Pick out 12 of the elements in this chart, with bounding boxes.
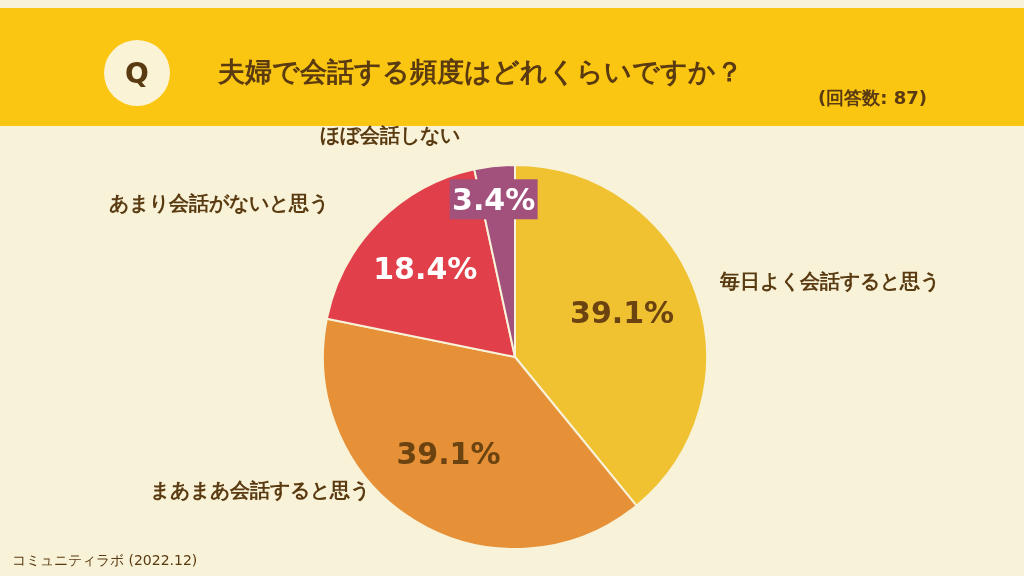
data-label: 39.1% bbox=[396, 436, 501, 472]
q-badge: Q bbox=[104, 40, 170, 106]
data-label: 3.4% bbox=[452, 181, 536, 217]
slice-label: 毎日よく会話すると思う bbox=[718, 268, 940, 293]
chart-subtitle: (回答数: 87) bbox=[818, 86, 927, 110]
slice-label: ほぼ会話しない bbox=[320, 123, 460, 147]
chart-title: 夫婦で会話する頻度はどれくらいですか？ bbox=[218, 55, 743, 89]
data-label: 18.4% bbox=[373, 250, 478, 286]
data-label: 39.1% bbox=[570, 294, 675, 330]
slice-label: まあまあ会話すると思う bbox=[150, 478, 371, 503]
slice-label: あまり会話がないと思う bbox=[109, 191, 330, 216]
text: コミュニティラボ (2022.12) bbox=[12, 552, 198, 570]
